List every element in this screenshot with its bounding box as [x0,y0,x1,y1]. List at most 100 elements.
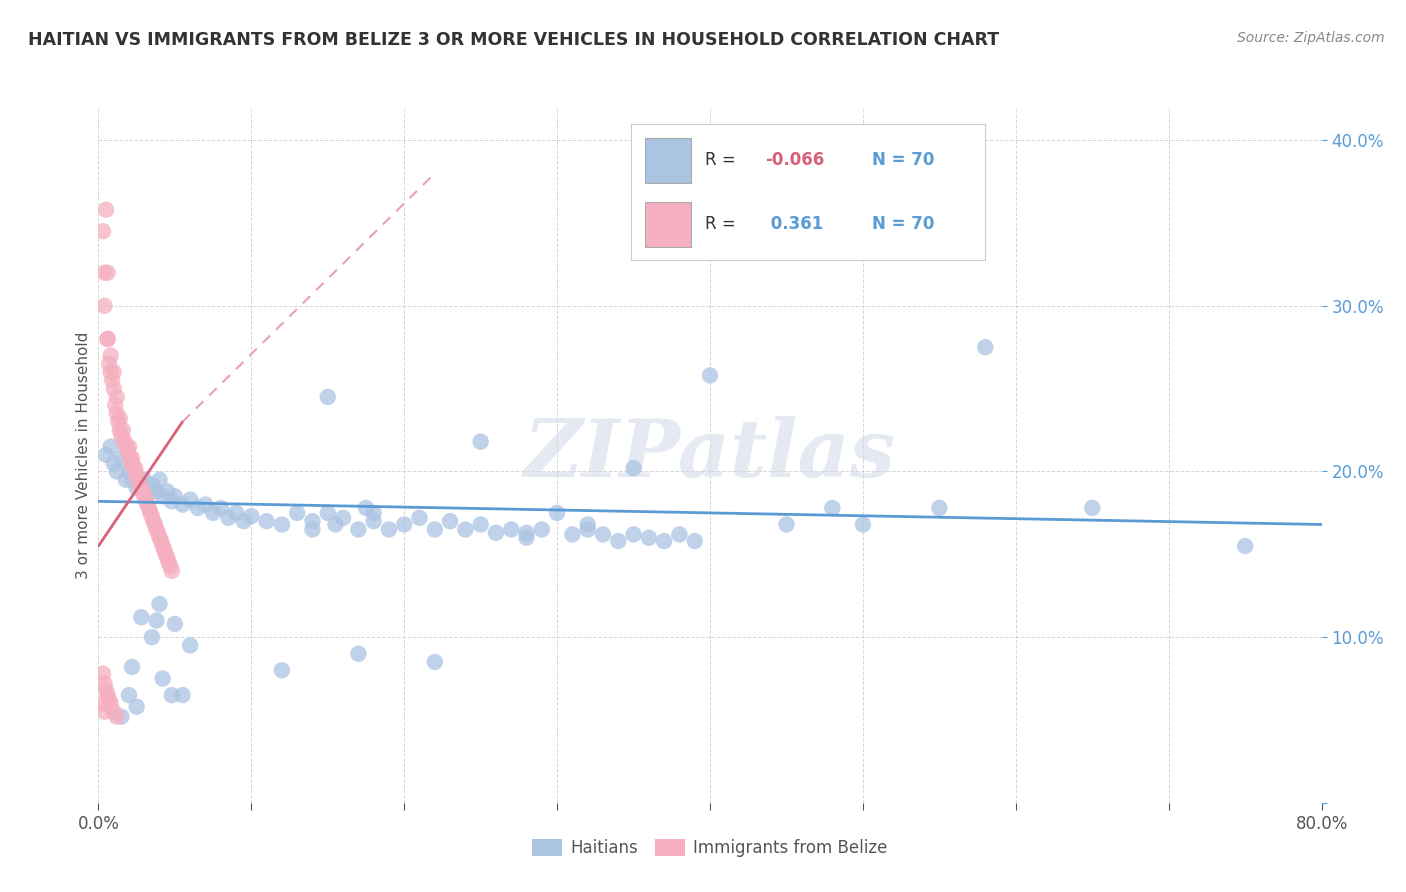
Point [146,525,169,540]
Point [928,500,950,515]
Point [699,368,721,383]
Point [821,500,844,515]
Point [152,672,174,686]
Point [501,523,523,537]
Point [316,506,339,520]
Point [115,440,138,454]
Point [145,614,167,628]
Point [136,484,159,499]
Point [118,688,141,702]
Point [94,448,117,462]
Point [108,423,131,437]
Point [516,531,538,545]
Point [153,542,176,557]
Point [347,523,370,537]
Point [120,453,142,467]
Point [285,506,308,520]
Point [117,442,139,457]
Point [139,506,162,520]
Point [105,390,128,404]
Point [93,299,115,313]
Point [347,647,370,661]
Point [108,411,131,425]
Point [156,550,179,565]
Point [103,705,125,719]
Point [623,461,645,475]
Point [94,202,117,217]
Point [107,415,129,429]
Point [607,534,630,549]
Point [775,517,797,532]
Y-axis label: 3 or more Vehicles in Household: 3 or more Vehicles in Household [76,331,91,579]
Point [576,517,599,532]
Point [91,224,114,238]
Point [160,564,183,578]
Point [974,340,997,354]
Point [121,660,143,674]
Point [187,500,209,515]
Point [149,473,172,487]
Point [172,688,194,702]
Text: ZIPatlas: ZIPatlas [524,417,896,493]
Point [103,456,125,470]
Point [378,523,401,537]
Point [232,514,254,528]
Point [332,511,354,525]
Point [105,709,128,723]
Point [134,473,156,487]
Point [240,509,263,524]
Point [301,514,323,528]
Point [202,506,225,520]
Point [105,465,128,479]
Point [194,498,217,512]
Legend: Haitians, Immigrants from Belize: Haitians, Immigrants from Belize [526,832,894,864]
Point [94,683,117,698]
Point [209,500,232,515]
Point [156,484,179,499]
Point [91,697,114,711]
Point [118,448,141,462]
Text: HAITIAN VS IMMIGRANTS FROM BELIZE 3 OR MORE VEHICLES IN HOUSEHOLD CORRELATION CH: HAITIAN VS IMMIGRANTS FROM BELIZE 3 OR M… [28,31,1000,49]
Point [121,451,143,466]
Point [576,523,599,537]
Point [141,630,163,644]
Point [270,517,292,532]
Point [115,473,138,487]
Point [592,527,614,541]
Point [546,506,568,520]
Point [163,489,186,503]
Point [110,428,132,442]
Point [163,616,186,631]
Point [97,332,120,346]
Point [561,527,583,541]
Point [668,527,690,541]
Point [423,523,446,537]
Point [121,473,143,487]
Point [145,484,167,499]
Point [105,407,128,421]
Point [159,558,181,573]
Point [145,523,167,537]
Point [141,509,163,524]
Point [128,477,150,491]
Point [325,517,347,532]
Point [136,498,159,512]
Point [316,390,339,404]
Point [179,639,201,653]
Point [125,699,148,714]
Point [98,357,121,371]
Point [134,489,156,503]
Point [637,531,661,545]
Point [150,534,173,549]
Point [104,398,127,412]
Point [363,506,385,520]
Point [93,676,115,690]
Point [301,523,323,537]
Point [143,517,166,532]
Text: Source: ZipAtlas.com: Source: ZipAtlas.com [1237,31,1385,45]
Point [516,525,538,540]
Point [256,514,278,528]
Point [1234,539,1257,553]
Point [152,539,174,553]
Point [101,373,124,387]
